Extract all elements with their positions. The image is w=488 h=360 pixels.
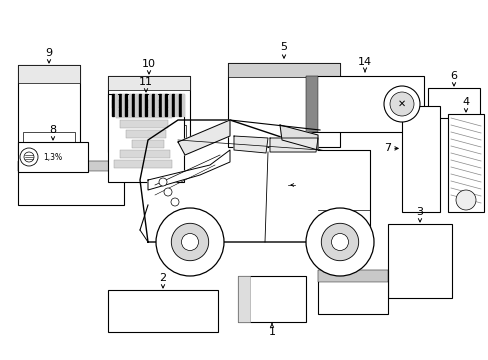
Circle shape — [181, 234, 198, 251]
Bar — [132, 140, 163, 148]
Text: 4: 4 — [462, 97, 468, 107]
Text: 1: 1 — [268, 327, 275, 337]
Polygon shape — [269, 138, 317, 152]
Circle shape — [331, 234, 348, 251]
Bar — [317, 270, 387, 282]
Bar — [165, 94, 167, 116]
Bar — [112, 125, 185, 147]
Bar — [305, 76, 317, 132]
Bar — [120, 120, 168, 128]
Text: 3: 3 — [416, 207, 423, 217]
Bar — [172, 94, 174, 116]
Bar — [18, 65, 80, 83]
Polygon shape — [148, 150, 229, 190]
Bar — [305, 76, 423, 132]
Circle shape — [455, 190, 475, 210]
Bar — [158, 94, 161, 116]
Bar — [114, 160, 172, 168]
Circle shape — [159, 178, 167, 186]
Circle shape — [171, 223, 208, 261]
Circle shape — [321, 223, 358, 261]
Bar — [126, 130, 165, 138]
Bar — [139, 94, 141, 116]
Bar — [387, 224, 451, 298]
Bar — [227, 63, 339, 77]
Bar — [108, 76, 190, 152]
Bar — [120, 150, 170, 158]
Text: ✕: ✕ — [397, 99, 405, 109]
Bar — [148, 94, 152, 116]
Text: 11: 11 — [139, 77, 153, 87]
Bar — [427, 88, 479, 118]
Circle shape — [20, 148, 38, 166]
Text: 2: 2 — [159, 273, 166, 283]
Circle shape — [24, 152, 34, 162]
Bar — [132, 94, 134, 116]
Circle shape — [389, 92, 413, 116]
Bar — [108, 76, 190, 90]
Circle shape — [163, 188, 172, 196]
Bar — [178, 94, 180, 116]
Bar — [18, 142, 88, 172]
Bar — [119, 94, 121, 116]
Bar — [317, 270, 387, 314]
Text: 6: 6 — [449, 71, 457, 81]
Bar — [122, 94, 125, 116]
Text: 10: 10 — [142, 59, 156, 69]
Circle shape — [156, 208, 224, 276]
Text: 13: 13 — [64, 144, 78, 154]
Bar — [108, 290, 218, 332]
Bar — [125, 94, 127, 116]
Bar — [155, 94, 157, 116]
Bar — [18, 161, 124, 205]
Bar — [23, 132, 75, 150]
Bar — [18, 161, 124, 171]
Bar — [238, 276, 305, 322]
Bar — [238, 276, 249, 322]
Circle shape — [171, 198, 179, 206]
Polygon shape — [234, 136, 267, 153]
Text: 14: 14 — [357, 57, 371, 67]
Text: 7: 7 — [384, 143, 391, 153]
Text: 8: 8 — [49, 125, 57, 135]
Bar — [115, 94, 117, 116]
Bar — [168, 94, 170, 116]
Polygon shape — [178, 120, 229, 155]
Bar — [128, 94, 130, 116]
Bar — [401, 106, 439, 212]
Bar — [116, 110, 172, 118]
Bar — [175, 94, 179, 116]
Circle shape — [305, 208, 373, 276]
Polygon shape — [140, 120, 369, 242]
Bar — [142, 94, 143, 116]
Bar — [145, 94, 147, 116]
Bar — [112, 94, 114, 116]
Polygon shape — [280, 125, 317, 150]
Bar — [227, 63, 339, 147]
Circle shape — [383, 86, 419, 122]
Text: 9: 9 — [45, 48, 52, 58]
Bar — [112, 100, 176, 108]
Text: 5: 5 — [280, 42, 287, 52]
Bar — [447, 114, 483, 212]
Text: 1,3%: 1,3% — [43, 153, 62, 162]
Bar — [152, 94, 154, 116]
Bar — [18, 65, 80, 155]
Bar — [182, 94, 183, 116]
Bar — [162, 94, 165, 116]
Bar — [108, 94, 183, 182]
Bar — [135, 94, 139, 116]
Text: 12: 12 — [345, 253, 359, 263]
Polygon shape — [317, 150, 369, 242]
